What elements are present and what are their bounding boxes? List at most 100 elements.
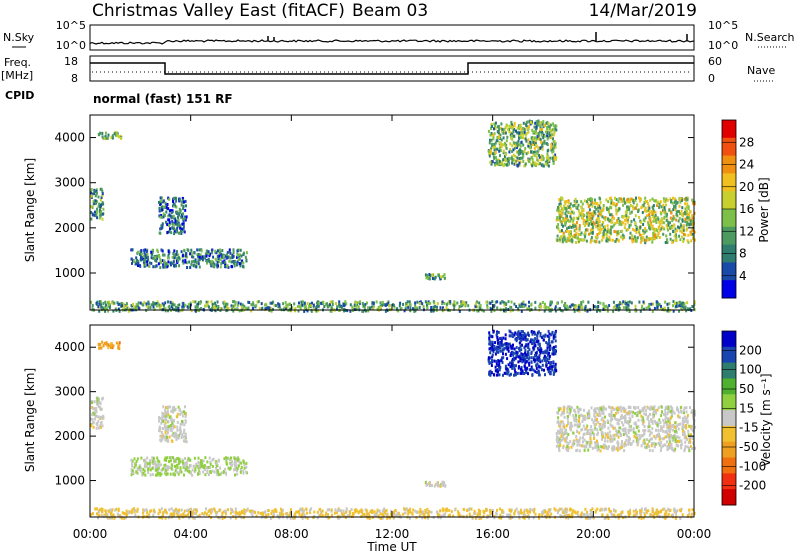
echo-cell (573, 309, 576, 313)
echo-cell (226, 302, 229, 306)
echo-cell (637, 425, 640, 429)
echo-cell (522, 154, 525, 158)
echo-cell (534, 358, 537, 362)
echo-cell (144, 473, 147, 477)
echo-cell (632, 207, 635, 211)
echo-cell (242, 469, 245, 473)
echo-cell (535, 357, 538, 361)
echo-cell (180, 250, 183, 254)
echo-cell (596, 217, 599, 221)
echo-cell (176, 470, 179, 474)
echo-cell (199, 459, 202, 463)
echo-cell (610, 225, 612, 229)
echo-cell (505, 371, 508, 375)
echo-cell (647, 222, 650, 226)
echo-cell (513, 366, 516, 370)
echo-cell (584, 306, 587, 310)
echo-cell (512, 343, 514, 347)
echo-cell (629, 418, 632, 422)
echo-cell (568, 407, 571, 411)
echo-cell (510, 361, 513, 365)
echo-cell (525, 139, 528, 143)
echo-cell (562, 424, 565, 428)
echo-cell (343, 303, 346, 307)
echo-cell (213, 265, 216, 269)
echo-cell (624, 222, 627, 226)
echo-cell (567, 218, 569, 222)
echo-cell (490, 138, 493, 142)
echo-cell (524, 303, 527, 307)
echo-cell (605, 304, 608, 308)
echo-cell (532, 346, 535, 350)
echo-cell (208, 456, 211, 460)
echo-cell (554, 335, 557, 339)
echo-cell (106, 301, 109, 305)
echo-cell (634, 432, 637, 436)
echo-cell (162, 415, 165, 418)
echo-cell (656, 421, 659, 425)
echo-cell (584, 235, 587, 239)
echo-cell (691, 232, 694, 236)
echo-cell (159, 266, 162, 270)
echo-cell (594, 441, 597, 445)
power-ylabel: Slant Range [km] (23, 158, 37, 262)
echo-cell (560, 215, 563, 218)
echo-cell (167, 465, 170, 469)
echo-cell (488, 370, 491, 374)
echo-cell (504, 337, 507, 341)
echo-cell (300, 300, 303, 304)
echo-cell (637, 429, 640, 433)
echo-cell (167, 413, 170, 417)
echo-cell (335, 302, 337, 305)
echo-cell (242, 471, 245, 475)
echo-cell (607, 217, 609, 221)
echo-cell (158, 425, 161, 429)
echo-cell (102, 207, 105, 211)
echo-cell (214, 301, 216, 305)
echo-cell (170, 427, 172, 430)
echo-cell (511, 335, 514, 339)
echo-cell (592, 220, 595, 224)
echo-cell (510, 120, 513, 124)
echo-cell (164, 414, 167, 418)
echo-cell (520, 132, 523, 136)
echo-cell (613, 447, 616, 451)
echo-cell (605, 233, 608, 237)
echo-cell (159, 261, 162, 265)
echo-cell (490, 371, 493, 375)
echo-cell (501, 127, 504, 131)
echo-cell (589, 197, 592, 201)
echo-cell (98, 213, 101, 217)
echo-cell (526, 338, 529, 342)
echo-cell (672, 428, 675, 432)
echo-cell (662, 429, 665, 433)
echo-cell (552, 133, 555, 137)
echo-cell (528, 356, 531, 360)
echo-cell (523, 332, 526, 336)
echo-cell (642, 232, 645, 235)
echo-cell (651, 240, 654, 244)
echo-cell (511, 123, 514, 127)
echo-cell (143, 262, 146, 266)
echo-cell (603, 216, 605, 220)
echo-cell (186, 458, 189, 462)
echo-cell (91, 413, 94, 417)
echo-cell (602, 220, 605, 224)
echo-cell (235, 464, 238, 468)
echo-cell (175, 252, 178, 256)
echo-cell (499, 154, 501, 158)
echo-cell (593, 437, 596, 440)
echo-cell (667, 419, 670, 423)
echo-cell (558, 440, 560, 444)
echo-cell (503, 154, 506, 158)
echo-cell (632, 430, 635, 434)
echo-cell (219, 248, 221, 252)
echo-cell (156, 470, 159, 474)
echo-cell (511, 366, 514, 370)
echo-cell (610, 213, 613, 217)
echo-cell (536, 337, 539, 341)
echo-cell (657, 428, 660, 432)
echo-cell (630, 428, 633, 432)
echo-cell (494, 145, 497, 149)
echo-cell (554, 339, 557, 343)
